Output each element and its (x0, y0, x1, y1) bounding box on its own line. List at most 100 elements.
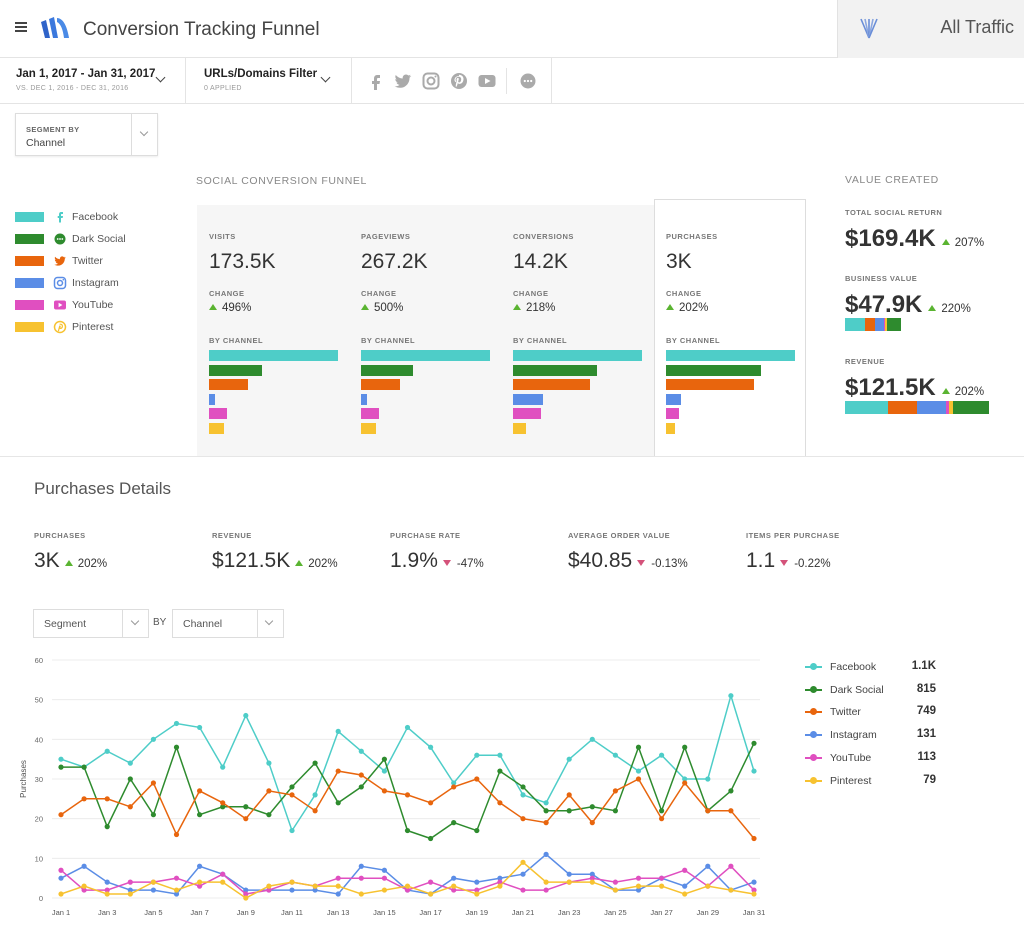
metric-average-order-value: AVERAGE ORDER VALUE $40.85 -0.13% (568, 531, 738, 573)
segment-value: Channel (26, 137, 66, 149)
chart-legend-item-pinterest[interactable]: Pinterest 79 (805, 774, 941, 788)
data-point-twitter (543, 820, 549, 826)
data-point-facebook (474, 752, 480, 758)
legend-label: Instagram (72, 277, 119, 289)
metric-purchases: PURCHASES 3K 202% (34, 531, 204, 573)
down-arrow-icon (442, 560, 451, 566)
facebook-icon[interactable] (366, 71, 386, 91)
x-tick-label: Jan 15 (373, 908, 396, 917)
data-point-youtube (220, 871, 226, 877)
mix-segment-facebook (845, 401, 889, 414)
legend-swatch (15, 234, 44, 244)
metric-value: 3K (34, 549, 60, 572)
metric-value: $40.85 (568, 549, 633, 572)
data-point-instagram (358, 863, 364, 869)
data-point-pinterest (404, 883, 411, 889)
hamburger-menu-icon[interactable] (15, 22, 27, 32)
data-point-dark-social (566, 808, 572, 814)
series-total: 749 (916, 705, 936, 718)
segment-dropdown[interactable]: Segment (33, 609, 149, 638)
metric-label: PURCHASES (34, 531, 86, 540)
legend-dot (810, 685, 817, 693)
data-point-twitter (173, 831, 180, 838)
chart-legend-item-youtube[interactable]: YouTube 113 (805, 751, 941, 765)
x-tick-label: Jan 25 (604, 908, 627, 917)
data-point-pinterest (220, 879, 226, 885)
bar-twitter (513, 379, 591, 391)
bar-pinterest (513, 423, 526, 434)
metric-change-value: -0.22% (794, 558, 831, 570)
bar-youtube (209, 408, 228, 420)
data-point-youtube (520, 887, 526, 893)
chevron-down-icon (264, 616, 274, 626)
revenue-value: $121.5K 202% (845, 374, 984, 402)
data-point-dark-social (104, 824, 110, 830)
funnel-highlight-column (654, 199, 806, 457)
legend-label: Facebook (72, 211, 119, 223)
data-point-pinterest (659, 883, 665, 889)
data-point-twitter (312, 808, 318, 814)
chart-legend-item-dark-social[interactable]: Dark Social 815 (805, 683, 941, 697)
mix-segment-youtube (945, 401, 950, 414)
chart-legend-item-twitter[interactable]: Twitter 749 (805, 705, 941, 719)
dark-social-icon[interactable] (518, 71, 538, 91)
channel-dropdown[interactable]: Channel (172, 609, 284, 638)
segment-by-dropdown[interactable]: SEGMENT BY Channel (15, 113, 158, 156)
metric-change-value: -47% (456, 558, 484, 570)
series-name: Facebook (830, 661, 877, 673)
by-channel-label: BY CHANNEL (209, 336, 264, 345)
traffic-selector[interactable]: All Traffic (837, 0, 1024, 58)
data-point-pinterest (751, 891, 757, 897)
date-range-picker[interactable]: Jan 1, 2017 - Jan 31, 2017 VS. DEC 1, 20… (0, 58, 186, 104)
change-label: CHANGE (361, 289, 397, 298)
data-point-youtube (335, 875, 341, 881)
data-point-instagram (635, 887, 642, 893)
filter-applied: 0 APPLIED (204, 85, 242, 92)
change-label: CHANGE (209, 289, 245, 298)
mix-segment-dark-social (952, 401, 989, 414)
data-point-pinterest (58, 891, 64, 897)
url-filter-dropdown[interactable]: URLs/Domains Filter 0 APPLIED (186, 58, 352, 104)
channel-bars (209, 350, 339, 440)
metric-change: 202% (64, 558, 107, 570)
bar-pinterest (361, 423, 377, 434)
data-point-twitter (428, 800, 434, 806)
bar-twitter (209, 379, 248, 391)
data-point-facebook (58, 756, 64, 762)
pinterest-icon[interactable] (449, 71, 469, 91)
data-point-twitter (404, 792, 411, 798)
chart-legend-item-facebook[interactable]: Facebook 1.1K (805, 660, 941, 674)
data-point-pinterest (104, 891, 110, 897)
data-point-twitter (589, 820, 595, 826)
metric-label: REVENUE (212, 531, 252, 540)
instagram-icon[interactable] (421, 71, 441, 91)
business-value-change: 220% (941, 303, 971, 315)
up-arrow-icon (361, 304, 369, 310)
revenue-label: REVENUE (845, 357, 885, 366)
x-tick-label: Jan 17 (419, 908, 442, 917)
business-value-channel-mix (845, 318, 902, 331)
app-logo-icon (41, 17, 69, 38)
by-channel-label: BY CHANNEL (361, 336, 416, 345)
data-point-facebook (104, 748, 110, 754)
youtube-icon[interactable] (477, 71, 497, 91)
metric-value-row: $121.5K 202% (212, 549, 382, 573)
data-point-dark-social (58, 764, 64, 770)
up-arrow-icon (64, 560, 73, 566)
change-percent: 500% (374, 302, 404, 314)
bar-dark-social (209, 364, 262, 376)
data-point-pinterest (428, 891, 434, 897)
data-point-instagram (497, 875, 503, 881)
data-point-dark-social (312, 760, 318, 766)
revenue-channel-mix (845, 401, 989, 414)
metric-label: AVERAGE ORDER VALUE (568, 531, 671, 540)
data-point-instagram (127, 887, 133, 893)
x-tick-label: Jan 13 (327, 908, 350, 917)
chart-legend-item-instagram[interactable]: Instagram 131 (805, 728, 941, 742)
change-label: CHANGE (513, 289, 549, 298)
x-tick-label: Jan 9 (237, 908, 255, 917)
series-total: 113 (917, 750, 936, 763)
twitter-icon[interactable] (393, 71, 413, 91)
data-point-twitter (81, 796, 87, 802)
mix-segment-instagram (917, 401, 946, 414)
